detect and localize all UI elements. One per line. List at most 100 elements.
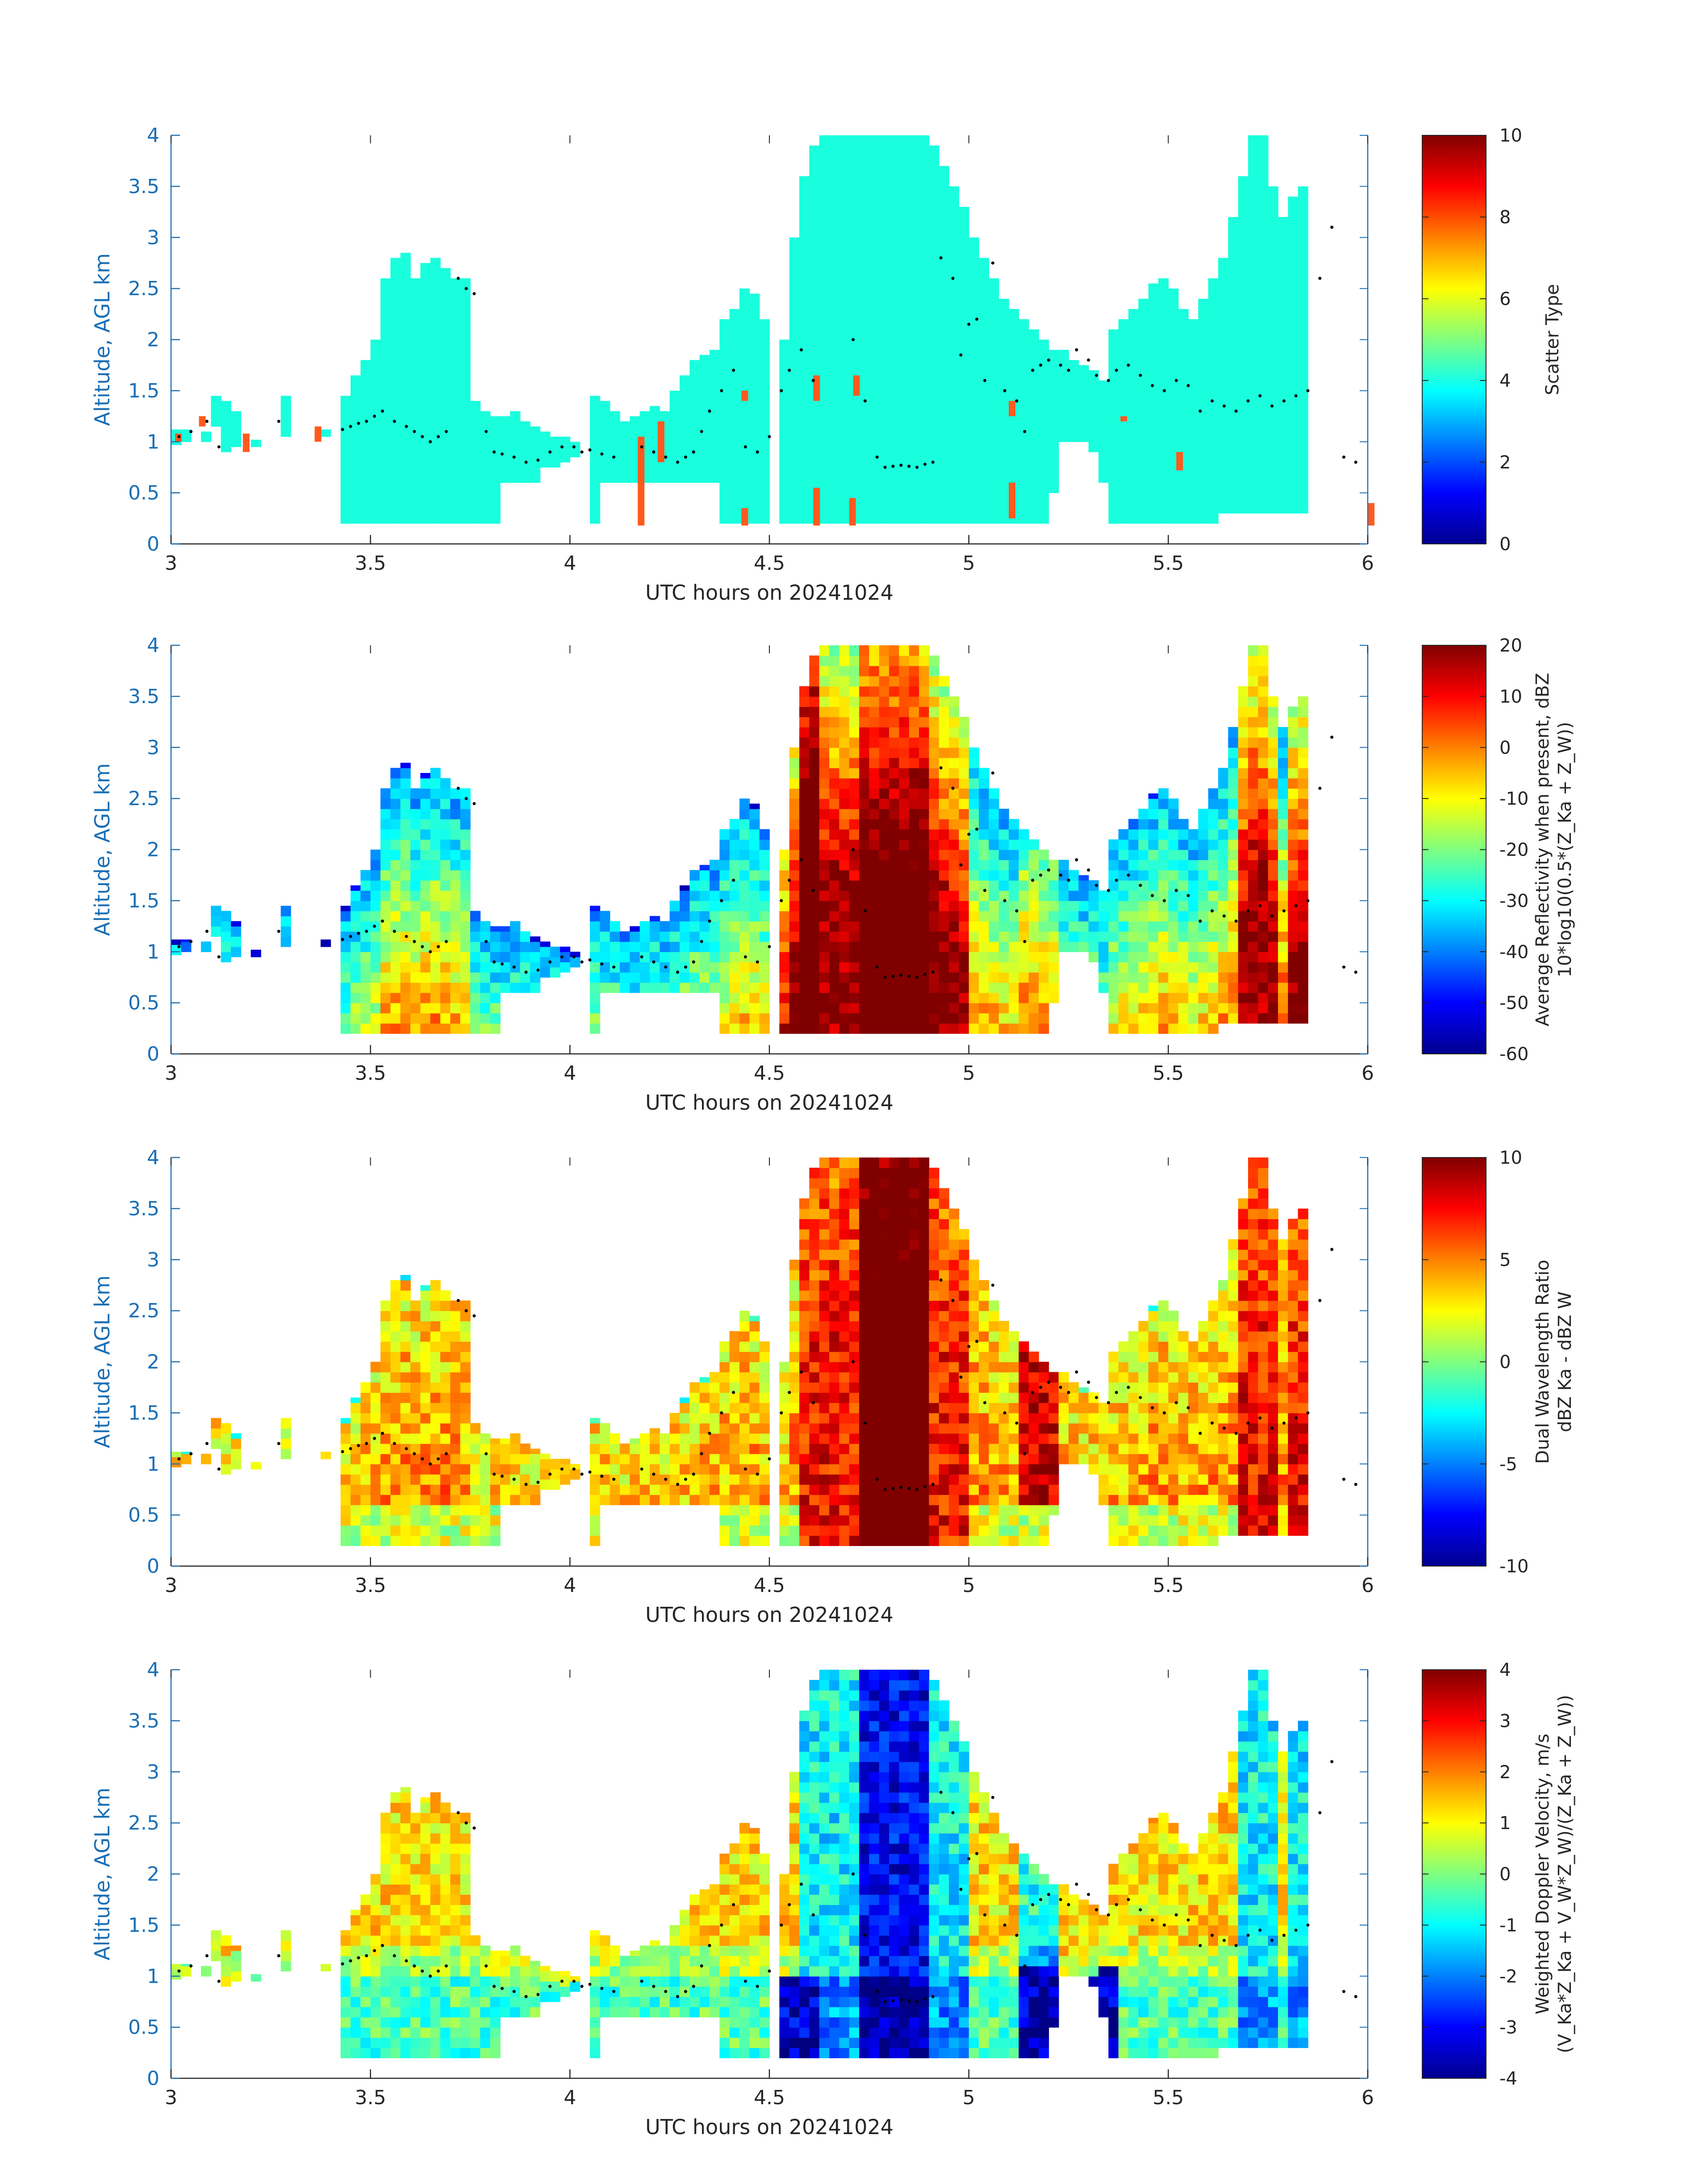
reflectivity-cell xyxy=(1148,941,1159,953)
reflectivity-cell xyxy=(979,768,990,779)
reflectivity-cell xyxy=(450,839,461,850)
dwr-cell xyxy=(719,1504,730,1516)
reflectivity-cell xyxy=(420,1023,431,1034)
dwr-cell xyxy=(1198,1392,1209,1403)
dwr-cell xyxy=(859,1239,870,1250)
dwr-cell xyxy=(710,1454,720,1465)
dwr-cell xyxy=(1088,1464,1099,1475)
dwr-cell xyxy=(719,1474,730,1485)
reflectivity-cell xyxy=(390,972,401,983)
velocity-cell xyxy=(400,1997,411,2007)
dwr-cell xyxy=(340,1484,351,1495)
dwr-cell xyxy=(919,1382,930,1393)
reflectivity-cell xyxy=(909,982,919,993)
velocity-cell xyxy=(380,2037,391,2048)
reflectivity-cell xyxy=(909,931,919,942)
dwr-cell xyxy=(420,1403,431,1413)
reflectivity-cell xyxy=(859,839,870,850)
reflectivity-cell xyxy=(739,1013,750,1024)
reflectivity-cell xyxy=(809,941,820,953)
dwr-cell xyxy=(919,1167,930,1178)
velocity-cell xyxy=(370,1997,381,2007)
reflectivity-cell xyxy=(370,972,381,983)
dwr-cell xyxy=(1278,1525,1289,1536)
dwr-cell xyxy=(869,1515,880,1526)
dwr-cell xyxy=(370,1515,381,1526)
y-tick-label: 1.5 xyxy=(128,890,159,912)
reflectivity-cell xyxy=(280,916,291,927)
reflectivity-cell xyxy=(351,941,361,953)
dwr-cell xyxy=(1278,1464,1289,1475)
x-tick-label: 4 xyxy=(564,1574,576,1597)
reflectivity-cell xyxy=(989,798,999,809)
reflectivity-cell xyxy=(1248,645,1259,656)
dwr-cell xyxy=(929,1515,940,1526)
reflectivity-cell xyxy=(1028,941,1039,953)
reflectivity-cell xyxy=(1048,921,1059,932)
dwr-cell xyxy=(1298,1525,1308,1536)
scatter-cell xyxy=(1198,299,1209,524)
dwr-cell xyxy=(849,1300,860,1311)
melting-layer-point xyxy=(177,1457,181,1461)
melting-layer-point xyxy=(277,1442,280,1445)
dwr-cell xyxy=(959,1372,969,1383)
dwr-cell xyxy=(1268,1249,1278,1260)
dwr-cell xyxy=(869,1290,880,1301)
velocity-cell xyxy=(400,1935,411,1946)
velocity-cell xyxy=(430,1976,441,1987)
reflectivity-cell xyxy=(889,706,900,717)
velocity-cell xyxy=(360,2017,371,2028)
reflectivity-cell xyxy=(829,992,840,1003)
reflectivity-cell xyxy=(1288,931,1299,942)
dwr-cell xyxy=(420,1433,431,1444)
dwr-cell xyxy=(1188,1372,1199,1383)
dwr-cell xyxy=(849,1494,860,1505)
reflectivity-cell xyxy=(989,931,999,942)
reflectivity-cell xyxy=(809,747,820,758)
scatter-cell xyxy=(1048,350,1059,493)
reflectivity-cell xyxy=(630,926,640,932)
reflectivity-cell xyxy=(1108,941,1119,953)
reflectivity-cell xyxy=(480,952,491,962)
dwr-cell xyxy=(819,1331,830,1342)
reflectivity-cell xyxy=(1039,931,1049,942)
reflectivity-cell xyxy=(1108,1023,1119,1034)
melting-layer-point xyxy=(959,863,963,867)
reflectivity-cell xyxy=(779,1003,790,1014)
dwr-cell xyxy=(650,1464,660,1475)
dwr-cell xyxy=(949,1219,960,1229)
reflectivity-cell xyxy=(680,972,690,983)
dwr-cell xyxy=(1039,1474,1049,1485)
velocity-cell xyxy=(410,1833,421,1844)
dwr-cell xyxy=(500,1464,511,1475)
reflectivity-cell xyxy=(460,890,471,901)
dwr-cell xyxy=(1198,1341,1209,1352)
reflectivity-cell xyxy=(1288,880,1299,891)
reflectivity-cell xyxy=(1069,900,1079,911)
reflectivity-cell xyxy=(410,962,421,973)
reflectivity-cell xyxy=(420,900,431,911)
reflectivity-cell xyxy=(879,676,889,687)
melting-layer-point xyxy=(365,930,368,933)
reflectivity-cell xyxy=(710,911,720,922)
reflectivity-cell xyxy=(799,829,810,840)
dwr-cell xyxy=(1228,1249,1239,1260)
reflectivity-cell xyxy=(1178,952,1189,962)
velocity-cell xyxy=(430,2047,441,2059)
reflectivity-cell xyxy=(1108,880,1119,891)
dwr-cell xyxy=(689,1412,700,1424)
dwr-cell xyxy=(620,1484,631,1495)
melting-layer-point xyxy=(1059,1386,1062,1389)
reflectivity-cell xyxy=(809,717,820,727)
dwr-cell xyxy=(590,1484,601,1495)
dwr-cell xyxy=(1028,1525,1039,1536)
dwr-cell xyxy=(1258,1454,1269,1465)
scatter-cell xyxy=(650,406,660,483)
dwr-cell xyxy=(1288,1464,1299,1475)
dwr-cell xyxy=(440,1382,451,1393)
dwr-cell xyxy=(1298,1219,1308,1229)
reflectivity-cell xyxy=(1128,839,1139,850)
reflectivity-cell xyxy=(949,809,960,819)
dwr-cell xyxy=(949,1208,960,1220)
reflectivity-cell xyxy=(919,941,930,953)
